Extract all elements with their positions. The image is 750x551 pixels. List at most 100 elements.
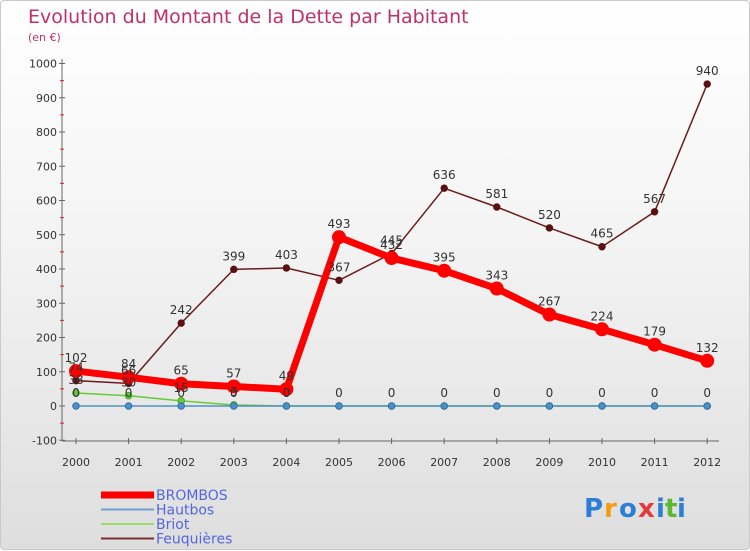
data-label-feuquires: 399 (222, 249, 245, 263)
chart-title: Evolution du Montant de la Dette par Hab… (28, 6, 469, 28)
series-point-hautbos (282, 402, 291, 410)
series-point-brombos (69, 364, 83, 379)
data-labels: 74 66 242 399 403 367 445 636 581 520 465 567 940 38 3… (65, 64, 719, 400)
data-label-feuquires: 66 (121, 363, 136, 377)
y-tick-label: 200 (36, 332, 57, 345)
x-tick-label: 2002 (167, 456, 195, 469)
data-label-briot: 15 (174, 381, 189, 395)
data-label-briot: 30 (121, 376, 136, 390)
x-tick-label: 2000 (62, 456, 90, 469)
data-label-briot: 3 (230, 385, 238, 399)
series-point-hautbos (230, 402, 238, 410)
data-label-brombos: 57 (226, 366, 241, 380)
series-point-brombos (700, 353, 715, 368)
x-tick-label: 2011 (641, 456, 669, 469)
logo-letter: x (638, 494, 655, 524)
legend-label: BROMBOS (156, 488, 228, 504)
legend-label: Feuquières (156, 532, 232, 548)
y-tick-label: 800 (36, 126, 57, 139)
y-tick-label: 600 (36, 195, 57, 208)
series-point-hautbos (177, 402, 185, 410)
data-label-brombos: 395 (433, 251, 456, 265)
series-point-hautbos (598, 402, 606, 410)
data-label-feuquires: 74 (68, 361, 83, 375)
y-tick-label: 500 (36, 229, 57, 242)
series-point-feuquires (230, 265, 238, 274)
series-point-brombos (332, 230, 346, 245)
y-tick-label: 1000 (29, 58, 57, 71)
series-point-feuquires (598, 243, 606, 251)
series-layer (69, 80, 715, 410)
data-label-feuquires: 403 (275, 248, 298, 262)
series-point-brombos (226, 379, 241, 394)
data-label-briot: 0 (283, 386, 291, 400)
data-label-brombos: 179 (643, 325, 666, 339)
legend-label: Hautbos (156, 503, 214, 519)
series-point-brombos (174, 376, 189, 391)
x-tick-label: 2009 (535, 456, 563, 469)
series-point-brombos (647, 337, 662, 352)
data-label-zero: 0 (598, 386, 606, 400)
series-point-hautbos (124, 402, 133, 410)
data-label-brombos: 267 (538, 295, 561, 309)
data-label-brombos: 102 (65, 351, 88, 365)
data-label-brombos: 493 (328, 217, 351, 231)
y-tick-label: 0 (50, 400, 57, 413)
x-tick-label: 2012 (693, 456, 721, 469)
series-point-brombos (542, 307, 557, 322)
data-label-feuquires: 520 (538, 208, 561, 222)
data-label-zero: 0 (703, 386, 711, 400)
data-label-brombos: 49 (279, 369, 294, 383)
data-label-hautbos: 0 (230, 386, 238, 400)
data-label-brombos: 224 (591, 309, 614, 323)
x-tick-label: 2007 (430, 456, 458, 469)
x-tick-label: 2010 (588, 456, 616, 469)
y-tick-label: 300 (36, 297, 57, 310)
data-label-hautbos: 0 (125, 386, 133, 400)
series-point-hautbos (650, 402, 659, 410)
data-label-brombos: 84 (121, 357, 136, 371)
data-label-zero: 0 (440, 386, 448, 400)
series-point-feuquires (282, 264, 291, 272)
data-label-feuquires: 445 (380, 234, 403, 248)
series-point-brombos (437, 263, 452, 278)
series-point-feuquires (545, 224, 554, 232)
data-label-feuquires: 636 (433, 168, 456, 182)
logo-letter: o (619, 494, 637, 524)
data-label-feuquires: 242 (170, 303, 193, 317)
data-label-feuquires: 567 (643, 192, 666, 206)
data-label-zero: 0 (493, 386, 501, 400)
axes: -100010020030040050060070080090010002000… (29, 58, 721, 470)
series-point-feuquires (650, 208, 659, 216)
series-point-feuquires (440, 184, 448, 192)
data-label-zero: 0 (651, 386, 659, 400)
data-label-hautbos: 0 (283, 386, 291, 400)
data-label-feuquires: 581 (485, 187, 508, 201)
data-label-zero: 0 (335, 386, 343, 400)
series-point-brombos (384, 251, 399, 266)
data-label-zero: 0 (388, 386, 396, 400)
series-point-hautbos (545, 402, 554, 410)
data-label-brombos: 432 (380, 238, 403, 252)
series-point-feuquires (335, 276, 343, 285)
data-label-brombos: 65 (174, 364, 189, 378)
x-tick-label: 2003 (220, 456, 248, 469)
logo-letter: t (665, 494, 677, 524)
series-point-hautbos (72, 402, 80, 410)
series-point-brombos (489, 281, 504, 296)
series-point-brombos (595, 322, 609, 337)
data-label-hautbos: 0 (177, 386, 185, 400)
x-tick-label: 2005 (325, 456, 353, 469)
y-tick-label: 100 (36, 366, 57, 379)
logo-letter: i (656, 494, 665, 524)
chart-subtitle: (en €) (28, 31, 61, 44)
logo-letter: i (677, 494, 686, 524)
x-tick-label: 2008 (483, 456, 511, 469)
legend-label: Briot (156, 517, 190, 533)
y-tick-label: 900 (36, 92, 57, 105)
series-point-feuquires (703, 80, 711, 88)
series-point-brombos (121, 370, 136, 385)
